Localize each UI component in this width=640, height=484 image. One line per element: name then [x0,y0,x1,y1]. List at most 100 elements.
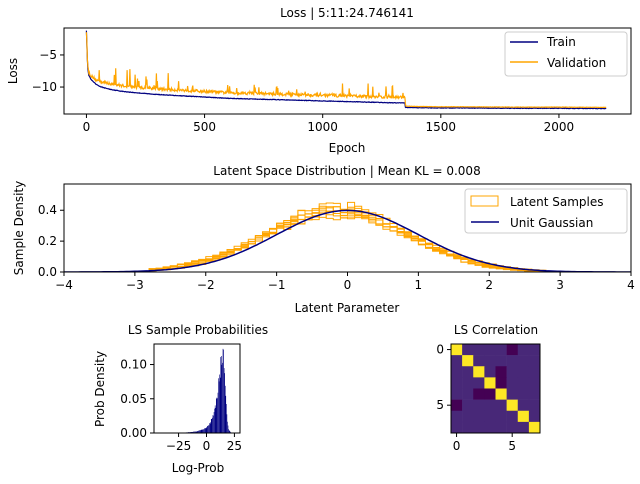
correlation-cell [484,389,495,400]
log-prob-bar [212,418,213,433]
loss-ytick-label: −10 [32,80,57,94]
correlation-cell [451,389,462,400]
ls-probabilities-y-axis-label: Prob Density [93,351,107,427]
latent-xtick-label: 3 [556,278,564,292]
latent-ytick-label: 0.0 [38,265,57,279]
log-prob-bar [228,426,229,433]
log-prob-bar [209,423,210,433]
correlation-cell [496,422,507,433]
correlation-cell [507,400,518,411]
correlation-cell [496,389,507,400]
correlation-cell [451,377,462,388]
correlation-cell [518,389,529,400]
loss-xtick-label: 2000 [544,120,575,134]
loss-title: Loss | 5:11:24.746141 [280,6,414,20]
log-prob-bar [222,363,223,433]
log-prob-bar [223,349,224,433]
correlation-cell [496,377,507,388]
ls-correlation-heatmap [451,344,540,433]
ls-probabilities-x-axis-label: Log-Prob [172,461,224,475]
correlation-cell [496,411,507,422]
correlation-cell [496,400,507,411]
latent-xtick-label: −4 [55,278,73,292]
correlation-cell [529,355,540,366]
correlation-cell [529,389,540,400]
log-prob-bar [206,427,207,433]
correlation-cell [496,344,507,355]
correlation-cell [473,377,484,388]
legend-validation-label: Validation [547,56,606,70]
correlation-cell [529,422,540,433]
latent-xtick-label: −2 [197,278,215,292]
log-prob-bar [210,424,211,433]
ls-probabilities-plot-area [162,349,231,433]
correlation-cell [462,366,473,377]
log-prob-bar [218,378,219,433]
log-prob-bar [219,375,220,433]
log-prob-bar [208,425,209,433]
correlation-cell [518,411,529,422]
log-prob-bar [218,393,219,433]
log-prob-bar [203,429,204,433]
log-prob-bar [207,426,208,433]
correlation-cell [518,366,529,377]
log-prob-bar [221,356,222,433]
correlation-cell [451,366,462,377]
log-prob-bar [213,416,214,433]
ls-correlation-title: LS Correlation [454,323,538,337]
correlation-cell [462,377,473,388]
ls-correlation-ytick-label: 0 [436,343,444,357]
log-prob-bar [205,428,206,433]
ls-probabilities-ytick-label: 0.10 [120,358,147,372]
correlation-cell [462,422,473,433]
correlation-cell [473,411,484,422]
log-prob-bar [223,350,224,433]
log-prob-bar [211,419,212,433]
log-prob-bar [204,428,205,433]
latent-xtick-label: 2 [485,278,493,292]
log-prob-bar [222,365,223,433]
correlation-cell [451,355,462,366]
correlation-cell [518,422,529,433]
log-prob-bar [204,429,205,433]
log-prob-bar [214,409,215,433]
loss-xtick-label: 500 [193,120,216,134]
correlation-cell [473,355,484,366]
correlation-cell [507,377,518,388]
correlation-cell [484,366,495,377]
latent-xtick-label: 1 [415,278,423,292]
log-prob-bar [220,357,221,433]
log-prob-bar [205,428,206,433]
legend-unit-gaussian-label: Unit Gaussian [510,216,593,230]
correlation-cell [484,344,495,355]
latent-xtick-label: 4 [627,278,635,292]
correlation-cell [518,400,529,411]
log-prob-bar [227,422,228,433]
correlation-cell [484,355,495,366]
log-prob-bar [224,373,225,433]
correlation-cell [451,400,462,411]
correlation-cell [518,355,529,366]
correlation-cell [507,355,518,366]
correlation-cell [518,344,529,355]
correlation-cell [473,422,484,433]
ls-probabilities-xtick-label: 0 [203,439,211,453]
latent-xtick-label: 0 [344,278,352,292]
log-prob-bar [225,386,226,433]
ls-correlation-xtick-label: 0 [453,439,461,453]
correlation-cell [518,377,529,388]
log-prob-bar [215,408,216,433]
loss-xtick-label: 0 [83,120,91,134]
correlation-cell [451,422,462,433]
log-prob-bar [203,429,204,433]
log-prob-bar [228,429,229,433]
loss-y-axis-label: Loss [6,58,20,84]
correlation-cell [529,344,540,355]
legend-train-label: Train [546,35,576,49]
log-prob-bar [217,398,218,433]
correlation-cell [462,344,473,355]
ls-correlation-ytick-label: 5 [436,398,444,412]
